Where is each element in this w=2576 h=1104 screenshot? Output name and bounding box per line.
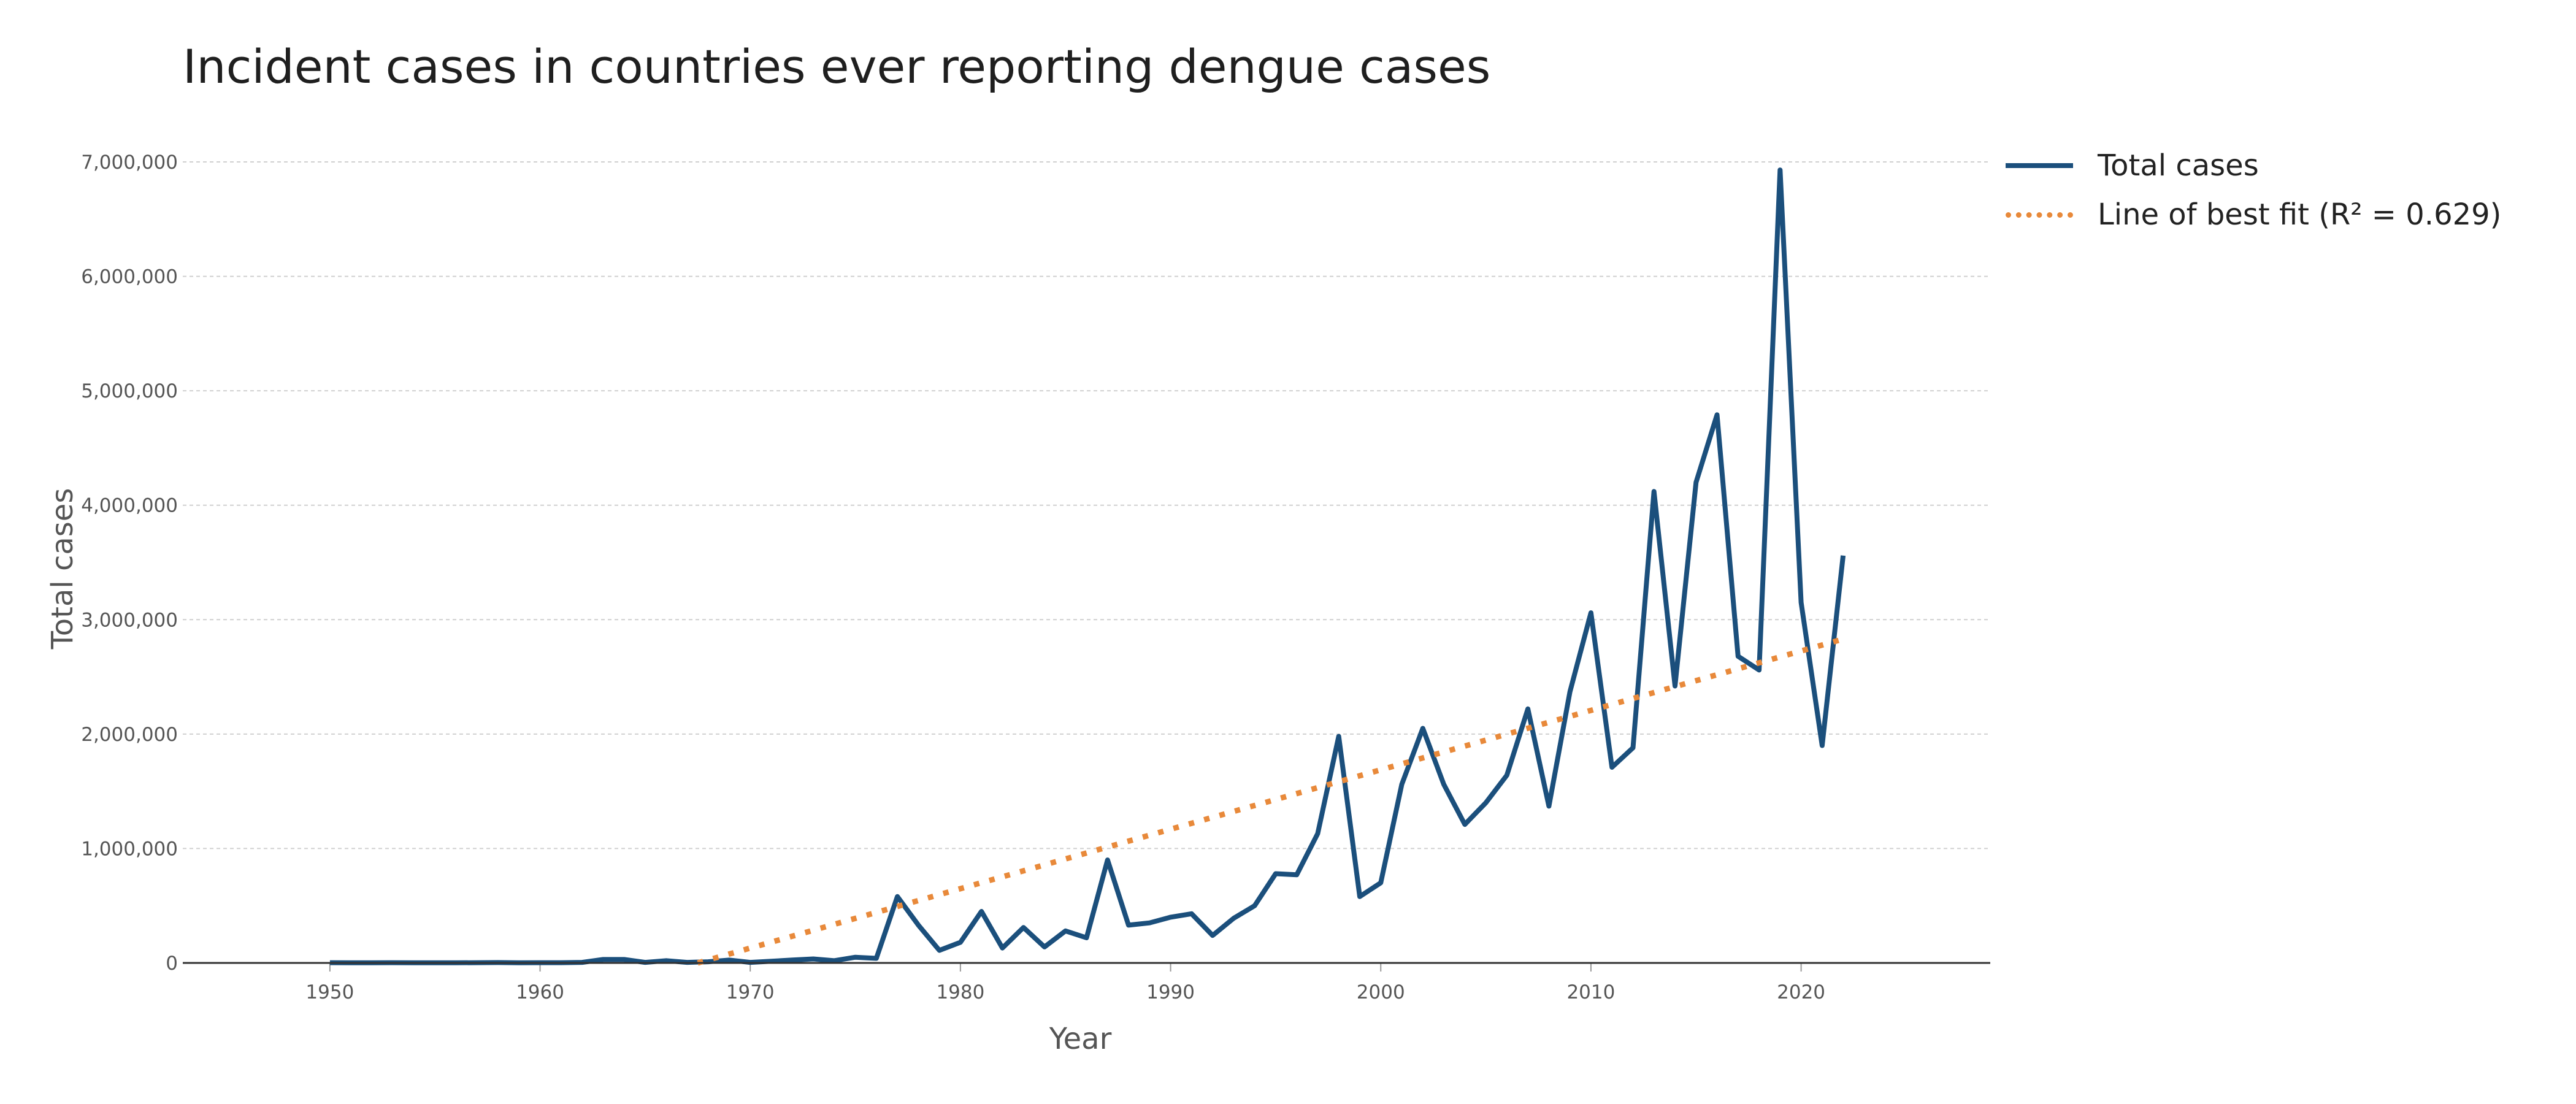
x-tick-label: 2020 xyxy=(1777,981,1825,1003)
legend-item-best-fit[interactable]: Line of best fit (R² = 0.629) xyxy=(2006,190,2501,239)
legend: Total cases Line of best fit (R² = 0.629… xyxy=(2006,141,2501,239)
y-tick-label: 3,000,000 xyxy=(81,609,178,631)
y-tick-label: 4,000,000 xyxy=(81,495,178,517)
x-tick-label: 2010 xyxy=(1566,981,1615,1003)
y-axis-title: Total cases xyxy=(45,488,80,650)
legend-swatch-solid xyxy=(2006,163,2073,168)
legend-label: Total cases xyxy=(2098,148,2259,183)
legend-label: Line of best fit (R² = 0.629) xyxy=(2098,197,2502,232)
chart-title: Incident cases in countries ever reporti… xyxy=(183,39,1491,94)
legend-swatch-dotted xyxy=(2006,212,2073,218)
series-line-best-fit xyxy=(697,636,1844,966)
x-tick-label: 1980 xyxy=(936,981,984,1003)
series-layer xyxy=(329,167,1846,966)
y-tick-label: 2,000,000 xyxy=(81,724,178,746)
x-tick-label: 1970 xyxy=(726,981,775,1003)
y-tick-label: 6,000,000 xyxy=(81,266,178,288)
y-tick-label: 0 xyxy=(166,953,178,975)
x-tick-label: 2000 xyxy=(1357,981,1405,1003)
y-axis-ticks: 0 1,000,000 2,000,000 3,000,000 4,000,000 5,0… xyxy=(81,151,178,975)
y-tick-label: 5,000,000 xyxy=(81,380,178,402)
x-tick-label: 1990 xyxy=(1146,981,1195,1003)
gridlines xyxy=(183,161,1990,849)
x-tick-label: 1960 xyxy=(516,981,564,1003)
x-tick-label: 1950 xyxy=(305,981,354,1003)
y-tick-label: 7,000,000 xyxy=(81,151,178,174)
y-tick-label: 1,000,000 xyxy=(81,838,178,860)
series-line-total-cases xyxy=(329,167,1846,965)
x-axis-title: Year xyxy=(1049,1022,1112,1056)
legend-item-total-cases[interactable]: Total cases xyxy=(2006,141,2501,190)
x-axis-ticks: 1950 1960 1970 1980 1990 2000 2010 2020 xyxy=(305,963,1825,1003)
